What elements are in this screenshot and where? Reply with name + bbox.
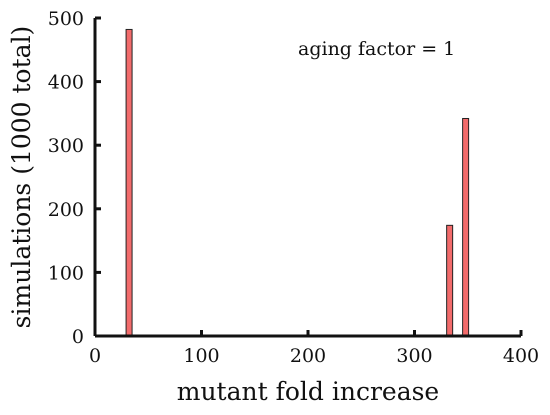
y-ticks: 0 100 200 300 400 500 — [48, 8, 101, 348]
x-ticks: 0 100 200 300 400 — [89, 330, 539, 367]
x-tick-label-0: 0 — [89, 345, 101, 367]
y-tick-label-0: 0 — [72, 326, 84, 348]
bars-layer — [125, 28, 470, 337]
y-tick-label-2: 200 — [48, 199, 84, 221]
y-tick-label-4: 400 — [48, 72, 84, 94]
axes-layer — [93, 18, 521, 338]
y-tick-label-1: 100 — [48, 262, 84, 284]
y-tick-label-5: 500 — [48, 8, 84, 30]
bar-2 — [462, 117, 470, 337]
bar-0 — [125, 28, 133, 337]
x-tick-label-1: 100 — [183, 345, 219, 367]
annotation-aging-factor: aging factor = 1 — [298, 38, 455, 60]
y-tick-label-3: 300 — [48, 135, 84, 157]
x-tick-label-3: 300 — [396, 345, 432, 367]
bar-1 — [446, 224, 454, 337]
y-axis-title: simulations (1000 total) — [7, 26, 36, 329]
x-tick-label-2: 200 — [290, 345, 326, 367]
x-axis-title: mutant fold increase — [177, 377, 439, 406]
x-tick-label-4: 400 — [503, 345, 539, 367]
